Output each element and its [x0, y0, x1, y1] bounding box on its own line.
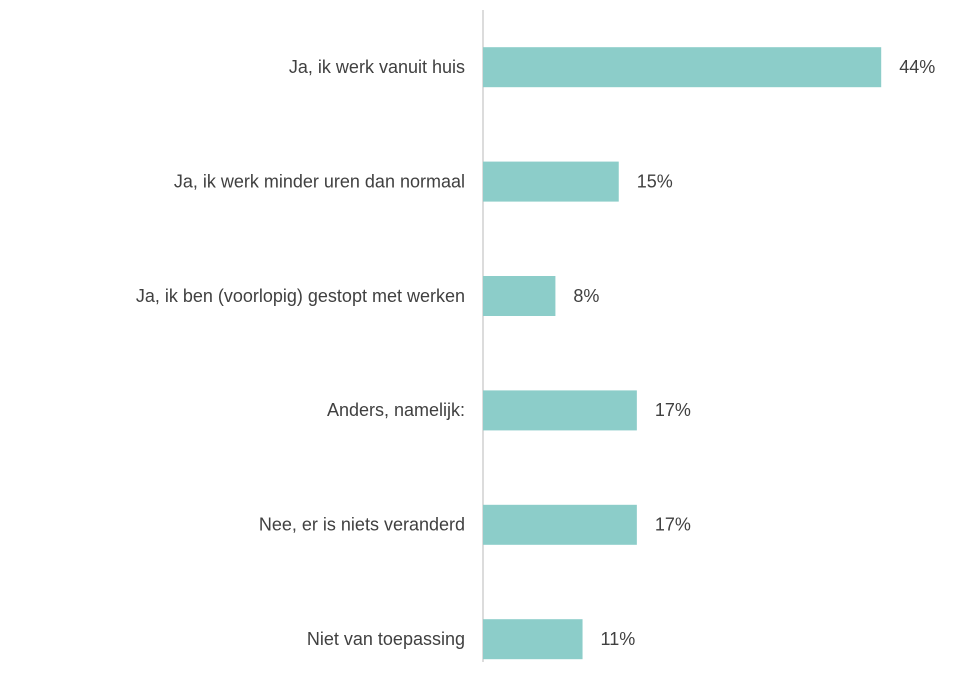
category-label: Nee, er is niets veranderd — [259, 515, 465, 535]
bar — [483, 161, 619, 202]
bar — [483, 619, 583, 660]
category-label: Ja, ik werk vanuit huis — [289, 57, 465, 77]
bar — [483, 47, 882, 88]
bar — [483, 276, 556, 316]
value-label: 11% — [601, 629, 636, 649]
value-label: 8% — [573, 286, 599, 306]
value-label: 17% — [655, 515, 691, 535]
value-label: 44% — [899, 57, 935, 77]
category-label: Ja, ik werk minder uren dan normaal — [174, 171, 465, 191]
category-label: Niet van toepassing — [307, 629, 465, 649]
bar — [483, 504, 637, 545]
category-label: Anders, namelijk: — [327, 400, 465, 420]
value-label: 17% — [655, 400, 691, 420]
category-label: Ja, ik ben (voorlopig) gestopt met werke… — [136, 286, 465, 306]
value-label: 15% — [637, 171, 673, 191]
bar — [483, 390, 637, 431]
